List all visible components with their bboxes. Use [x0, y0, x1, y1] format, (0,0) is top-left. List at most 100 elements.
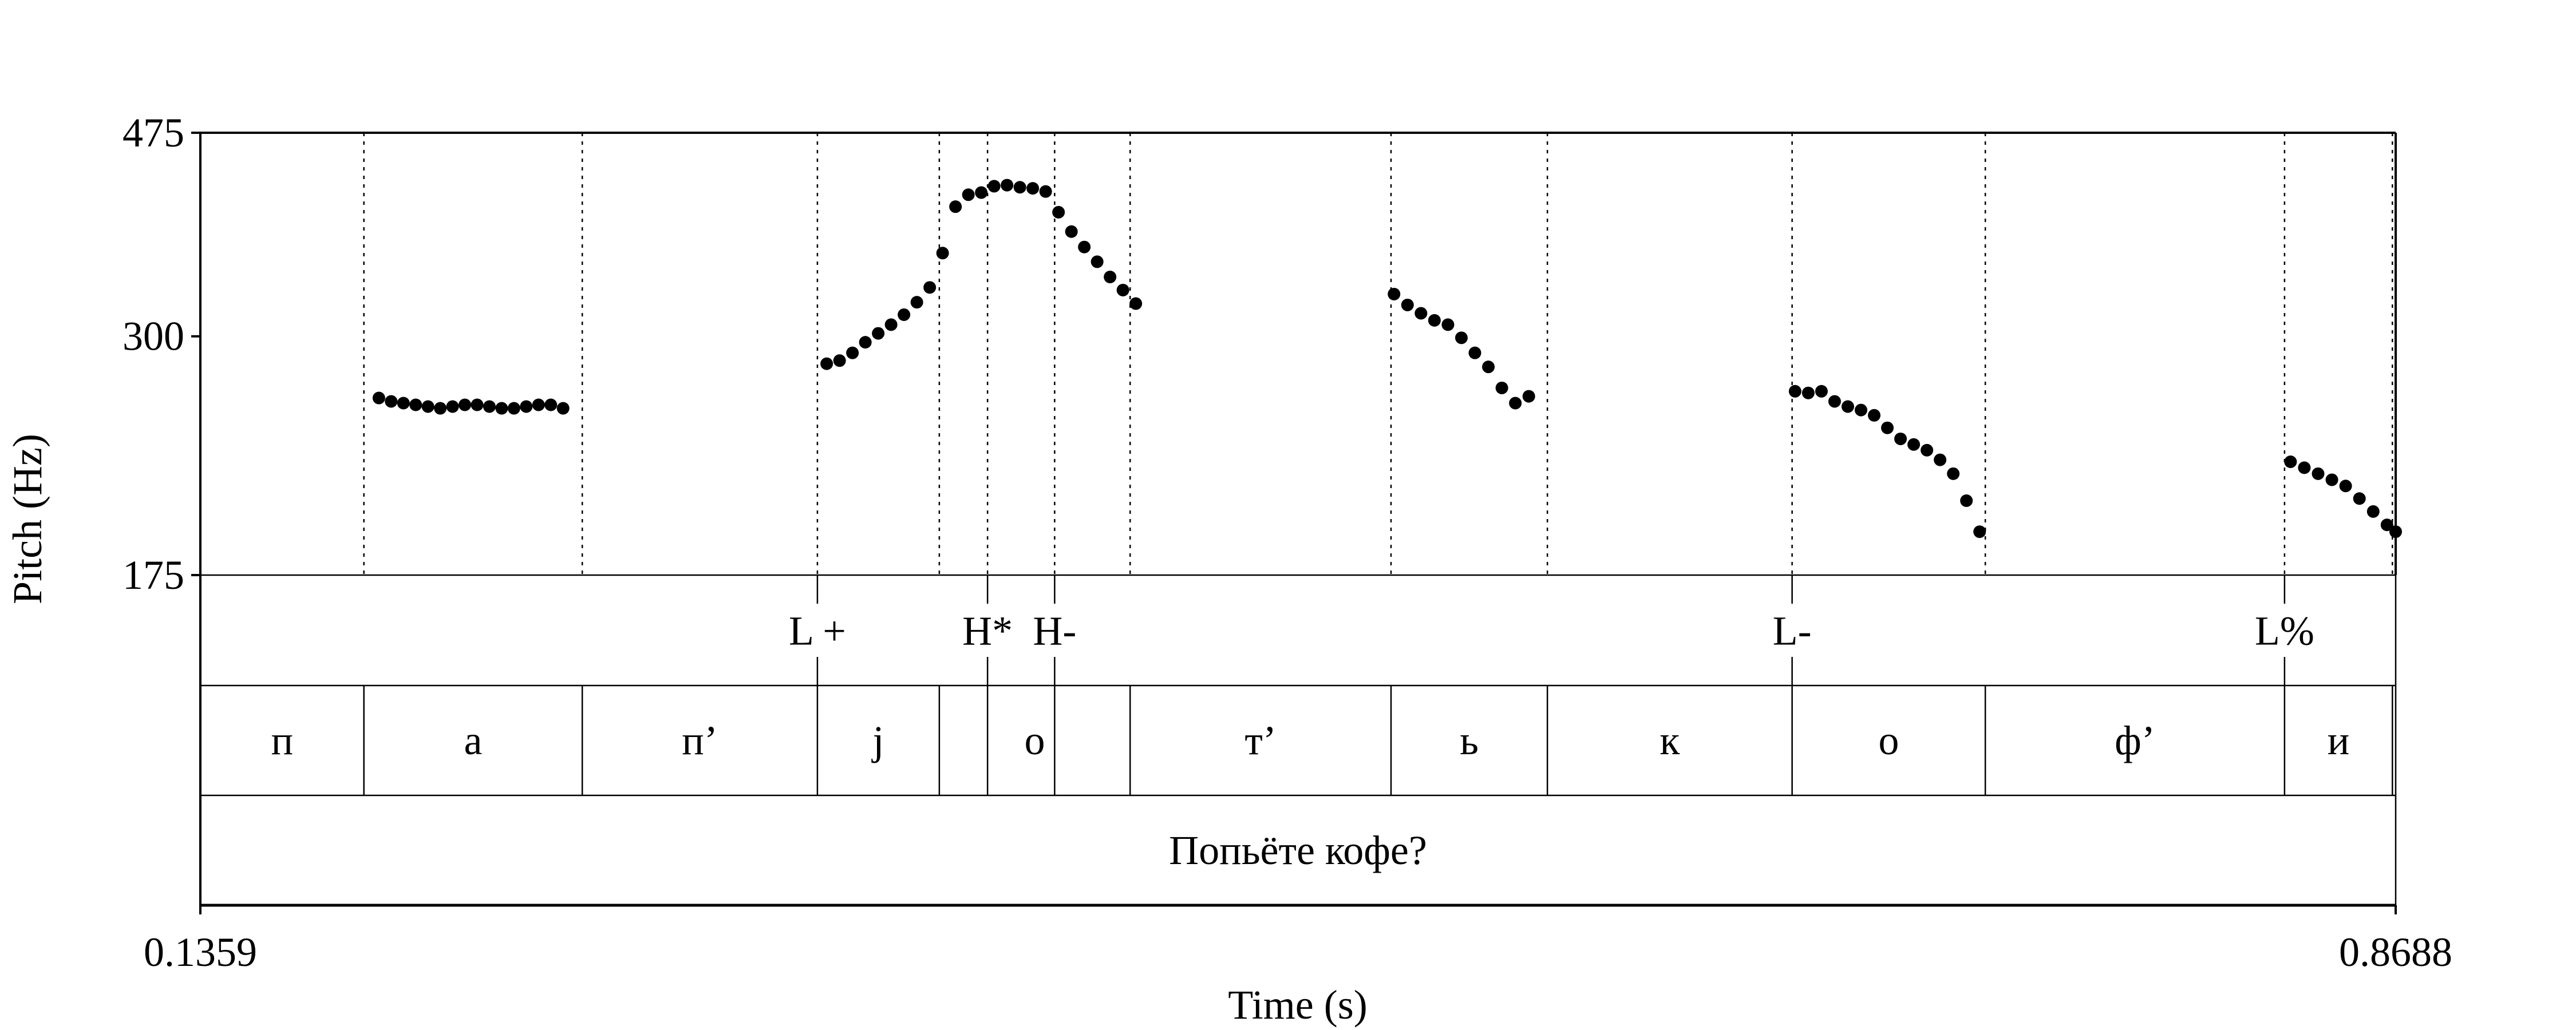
pitch-point [434, 402, 447, 415]
pitch-point [1468, 346, 1481, 359]
pitch-point [520, 400, 533, 413]
pitch-point [409, 398, 422, 411]
segment-label: о [1878, 718, 1899, 763]
pitch-point [1522, 390, 1535, 403]
pitch-point [962, 188, 975, 201]
pitch-point [385, 395, 398, 408]
pitch-point [872, 327, 885, 340]
y-axis-ticks: 175 300 475 [123, 110, 200, 598]
pitch-point [1001, 179, 1014, 192]
pitch-point [1509, 397, 1522, 410]
pitch-points [372, 179, 2402, 538]
pitch-point [1815, 385, 1828, 398]
pitch-point [1026, 182, 1040, 195]
x-axis-label: Time (s) [1228, 982, 1367, 1028]
pitch-point [884, 318, 898, 331]
tone-label: L% [2255, 608, 2314, 654]
figure-frames [199, 132, 2397, 907]
pitch-point [987, 180, 1001, 193]
pitch-point [397, 397, 410, 410]
pitch-point [2339, 480, 2352, 493]
pitch-point [544, 398, 558, 411]
pitch-point [507, 402, 520, 415]
pitch-point [975, 186, 988, 199]
pitch-point [2366, 505, 2380, 518]
segment-label: j [871, 718, 884, 763]
pitch-point [1116, 283, 1129, 296]
segment-label: к [1660, 718, 1680, 763]
y-tick-label: 175 [123, 552, 184, 598]
pitch-point [532, 398, 545, 411]
pitch-point [421, 400, 434, 413]
pitch-point [1854, 403, 1867, 417]
pitch-point [495, 402, 508, 415]
segment-label: и [2328, 718, 2350, 763]
pitch-point [2380, 518, 2393, 532]
segment-label: т’ [1244, 718, 1276, 763]
pitch-point [1104, 271, 1117, 284]
pitch-point [936, 247, 949, 260]
pitch-point [846, 346, 859, 359]
pitch-point [1482, 360, 1495, 374]
pitch-point [910, 296, 923, 309]
pitch-point [833, 354, 846, 367]
pitch-point [1801, 386, 1815, 399]
tone-label: L + [789, 608, 846, 654]
utterance-label: Попьёте кофе? [1169, 827, 1427, 873]
pitch-point [1065, 225, 1078, 238]
pitch-point [1894, 432, 1907, 445]
pitch-guide-lines [363, 133, 2393, 575]
tone-label: H* [962, 608, 1013, 654]
pitch-point [2353, 492, 2366, 505]
segment-label: ь [1460, 718, 1479, 763]
pitch-point [556, 402, 570, 415]
pitch-point [820, 357, 833, 370]
tone-label: L- [1773, 608, 1812, 654]
x-axis-end-label: 0.8688 [2339, 929, 2452, 975]
pitch-point [1788, 385, 1801, 398]
pitch-point [923, 281, 937, 294]
pitch-point [1401, 298, 1414, 311]
pitch-point [2284, 455, 2297, 469]
pitch-point [2312, 467, 2325, 480]
pitch-point [1828, 395, 1841, 408]
pitch-point [1947, 467, 1960, 480]
pitch-point [1078, 240, 1091, 253]
pitch-point [1960, 494, 1973, 507]
pitch-point [446, 400, 459, 413]
pitch-point [1013, 181, 1026, 194]
pitch-point [1907, 438, 1921, 451]
pitch-point [1841, 400, 1854, 413]
pitch-point [1129, 297, 1143, 310]
pitch-point [372, 391, 385, 405]
segment-label: п [271, 718, 294, 763]
pitch-point [471, 398, 484, 411]
pitch-point [1441, 318, 1455, 331]
pitch-point [1428, 314, 1441, 327]
x-axis-start-label: 0.1359 [144, 929, 257, 975]
pitch-point [1867, 409, 1880, 422]
pitch-point [2325, 473, 2338, 486]
pitch-point [1934, 453, 1947, 466]
pitch-point [1881, 421, 1894, 434]
segment-label: п’ [682, 718, 718, 763]
y-tick-label: 475 [123, 110, 184, 156]
pitch-point [949, 200, 962, 213]
pitch-point [1039, 185, 1052, 198]
y-tick-label: 300 [123, 314, 184, 359]
segment-label: ф’ [2115, 718, 2155, 763]
pitch-point [1052, 205, 1065, 219]
pitch-point [1091, 255, 1104, 268]
pitch-point [483, 400, 496, 413]
pitch-point [459, 398, 472, 411]
segment-label: о [1025, 718, 1045, 763]
pitch-point [898, 308, 911, 321]
pitch-point [2298, 461, 2311, 474]
pitch-point [1388, 287, 1401, 300]
pitch-point [1495, 381, 1508, 394]
segment-label: а [464, 718, 482, 763]
tone-label: H- [1033, 608, 1076, 654]
pitch-point [859, 336, 872, 349]
pitch-point [1415, 307, 1428, 320]
